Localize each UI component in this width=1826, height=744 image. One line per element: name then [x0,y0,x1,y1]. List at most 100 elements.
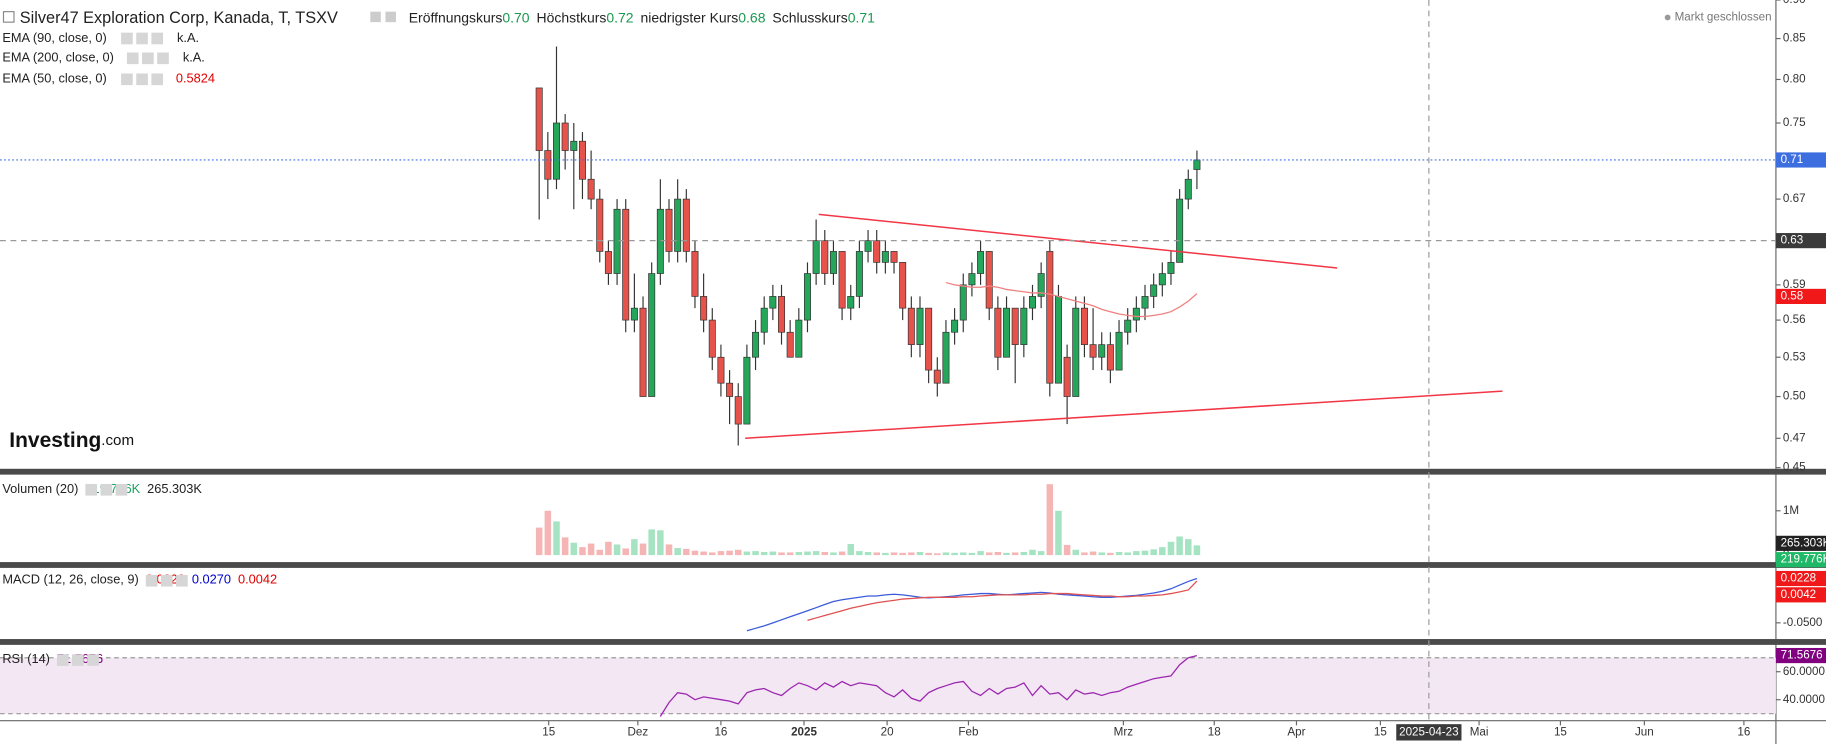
candle-body [656,208,664,274]
volume-bar [622,548,629,556]
volume-bar [873,552,880,556]
candle-body [907,307,915,345]
candle-body [630,307,638,321]
volume-bar [1176,536,1183,556]
volume-bar [977,551,984,556]
volume-bar [934,553,941,556]
volume-bar [665,544,673,556]
candle-body [1184,178,1192,200]
candle-body [682,198,690,252]
volume-bar [752,551,759,556]
ohlc-header: Eröffnungskurs0.70 Höchstkurs0.72 niedrigs… [409,9,875,25]
ohlc-value: 0.70 [502,9,529,25]
panel: -0.0500 MACD (12, 26, close, 9) 0.0228 0.02… [2,570,1826,632]
ohlc-label: niedrigster Kurs [641,9,739,25]
x-tick-label: Mrz [1114,725,1134,738]
volume-bar [544,510,552,556]
volume-bar [864,551,872,556]
volume-bar [631,539,638,556]
volume-bar [925,552,932,556]
volume-bar [1098,552,1105,556]
price-marker [1775,570,1826,587]
candle-body [544,150,552,180]
y-tick-label: 0.75 [1783,116,1806,129]
candle-body [977,251,985,274]
price-marker [1775,647,1826,664]
ohlc-value: 0.72 [606,9,633,25]
candle-body [1080,307,1088,345]
volume-bar [587,543,595,556]
volume-bar [838,551,846,556]
volume-bar [717,551,725,556]
x-tick-label: 15 [1374,725,1387,738]
candle-body [665,208,673,252]
candle-body [700,296,708,321]
indicator-icon [87,654,99,666]
candle-body [786,331,794,358]
series-line [945,281,1198,318]
volume-bar [1185,539,1192,556]
candle-body [604,251,612,274]
collapse-icon[interactable] [2,11,15,23]
y-tick-label: 0.85 [1783,32,1806,45]
volume-bar [882,552,889,556]
candle-body [596,198,604,252]
volume-bar [1081,552,1088,556]
candle-body [838,251,846,309]
candle-body [648,273,656,397]
volume-bar [1089,551,1097,556]
volume-bar [959,552,967,556]
volume-bar [830,552,837,556]
volume-bar [760,551,768,556]
price-marker [1775,152,1826,168]
x-tick-label: 15 [542,725,555,738]
candle-body [778,296,786,333]
volume-bar [890,552,898,556]
panel-separator [0,639,1826,645]
y-tick-label: 0.80 [1783,73,1806,86]
indicator-icon [145,574,158,587]
indicator-value: k.A. [183,50,205,65]
candle-body [899,262,907,309]
price-marker-label: 0.0228 [1781,572,1817,585]
icon[interactable] [385,11,396,23]
candle-body [691,251,699,297]
x-tick-label: Feb [958,725,978,738]
x-tick-label: Jun [1635,725,1654,738]
price-marker-label: 0.71 [1781,153,1804,166]
candle-body [1054,296,1062,384]
panel-separator [0,468,1826,475]
candle-body [708,319,716,358]
price-marker [1775,233,1826,249]
candle-body [1150,284,1158,297]
volume-bar [916,551,924,556]
candle-body [726,382,734,397]
candle-body [1124,319,1132,333]
volume-bar [674,548,681,556]
candle-body [959,284,967,321]
volume-bar [1159,547,1166,556]
price-marker [1775,288,1826,304]
candle-body [613,208,621,274]
candle-body [1011,307,1019,345]
candle-body [795,319,803,358]
indicator-name: EMA (200, close, 0) [2,50,114,65]
volume-bar [691,550,699,556]
candle-body [535,87,543,151]
y-tick-label: 60.0000 [1783,665,1826,678]
x-tick-label: Apr [1287,725,1305,738]
volume-bar [804,551,811,556]
candle-body [855,251,863,297]
volume-bar [553,521,560,556]
candle-body [552,122,560,180]
y-tick-label: 0.67 [1783,192,1806,205]
volume-bar [726,550,733,556]
candle-body [743,356,751,425]
crosshair-box [1396,724,1462,741]
volume-bar [778,552,785,556]
candle-body [1132,307,1140,321]
price-marker [1775,552,1826,568]
icon[interactable] [370,11,381,23]
x-tick-label: Mai [1470,725,1489,738]
